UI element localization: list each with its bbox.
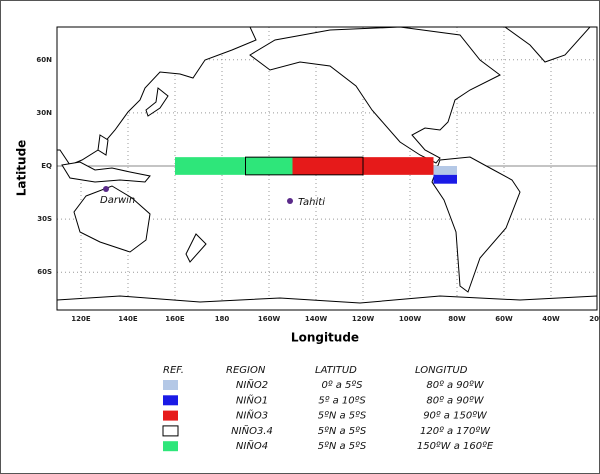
legend-longitude: 90º a 150ºW <box>423 411 488 422</box>
tahiti-marker <box>287 198 293 204</box>
x-tick-label: 180 <box>215 315 230 323</box>
legend-region: NIÑO4 <box>236 439 268 452</box>
greenland <box>504 27 591 63</box>
legend-header: REGION <box>226 365 266 376</box>
japan <box>145 87 169 117</box>
x-tick-label: 40W <box>542 315 560 323</box>
legend-swatch <box>163 410 178 421</box>
y-tick-label: 60S <box>37 268 52 276</box>
new-zealand <box>185 233 207 263</box>
philippines <box>97 134 109 156</box>
x-tick-label: 60W <box>495 315 513 323</box>
x-tick-label: 120E <box>71 315 91 323</box>
legend-latitude: 5ºN a 5ºS <box>318 441 367 452</box>
legend-region: NIÑO3 <box>236 409 268 422</box>
asia <box>57 27 257 166</box>
legend-region: NIÑO3.4 <box>231 424 273 437</box>
north-america <box>249 27 501 164</box>
place-label: Darwin <box>100 195 135 206</box>
y-axis-title: Latitude <box>15 140 29 197</box>
x-axis-title: Longitude <box>291 331 359 345</box>
legend-header: LATITUD <box>315 365 357 376</box>
y-tick-label: EQ <box>41 162 52 170</box>
legend-region: NIÑO1 <box>236 393 268 406</box>
legend-longitude: 150ºW a 160ºE <box>417 441 494 452</box>
legend-longitude: 80º a 90ºW <box>426 380 484 391</box>
legend-header: LONGITUD <box>415 365 468 376</box>
x-tick-label: 160W <box>258 315 281 323</box>
x-tick-label: 140E <box>118 315 138 323</box>
south-america <box>431 156 521 293</box>
legend-swatch <box>162 425 179 437</box>
legend-region: NIÑO2 <box>236 378 268 391</box>
place-label: Tahiti <box>298 197 325 208</box>
legend-swatch <box>163 395 178 406</box>
legend-latitude: 5º a 10ºS <box>318 395 366 406</box>
x-tick-label: 20W <box>589 315 600 323</box>
x-tick-label: 100W <box>399 315 422 323</box>
legend-header: REF. <box>163 365 184 376</box>
legend-latitude: 5ºN a 5ºS <box>318 411 367 422</box>
y-tick-label: 30N <box>36 109 52 117</box>
darwin-marker <box>103 186 109 192</box>
nino-region <box>433 174 457 184</box>
x-tick-label: 80W <box>448 315 466 323</box>
antarctica <box>57 295 597 310</box>
indonesia <box>61 161 151 183</box>
map <box>57 27 597 310</box>
y-tick-label: 30S <box>37 215 52 223</box>
legend-latitude: 5ºN a 5ºS <box>318 426 367 437</box>
map-frame <box>56 26 598 311</box>
y-tick-label: 60N <box>36 56 52 64</box>
legend-longitude: 120º a 170ºW <box>420 426 491 437</box>
x-tick-label: 160E <box>165 315 185 323</box>
legend-longitude: 80º a 90ºW <box>426 395 484 406</box>
legend-swatch <box>163 441 178 452</box>
nino-region <box>433 166 457 175</box>
x-tick-label: 120W <box>352 315 375 323</box>
x-tick-label: 140W <box>305 315 328 323</box>
legend-swatch <box>163 380 178 390</box>
nino-region <box>245 156 364 176</box>
nino-region <box>175 157 293 175</box>
legend-latitude: 0º a 5ºS <box>322 380 364 391</box>
australia <box>73 185 151 253</box>
